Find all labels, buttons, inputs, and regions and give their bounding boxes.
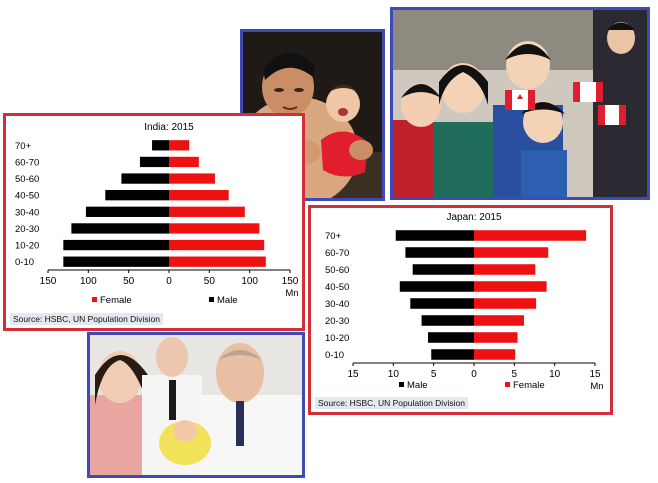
x-tick-label: 150 [40,276,57,287]
bar-female-10-20 [169,239,265,251]
bar-male-40-50 [105,190,169,201]
legend-swatch-male [209,297,214,302]
bar-male-60-70 [139,156,169,168]
category-label: 30-40 [15,207,39,218]
bar-female-70+ [169,140,190,151]
unit-label: Mn [590,381,603,392]
bar-male-50-60 [121,173,169,184]
bar-female-70+ [474,230,587,241]
man-and-woman-with-newborn-photo [90,335,302,475]
chart-title: India: 2015 [144,122,194,133]
category-label: 20-30 [15,224,39,235]
bar-female-60-70 [169,156,199,168]
bar-female-10-20 [474,332,518,343]
x-tick-label: 50 [204,276,216,287]
japan-source-note: Source: HSBC, UN Population Division [315,397,468,409]
chart-title: Japan: 2015 [446,212,501,223]
bar-male-30-40 [410,298,474,309]
unit-label: Mn [285,288,298,299]
india-chart-panel: India: 2015 0-10 10-20 20-30 30-40 40-50 50-60… [3,113,305,331]
legend-swatch-female [92,297,97,302]
x-tick-label: 150 [282,276,299,287]
category-label: 50-60 [15,174,39,185]
bar-female-0-10 [474,349,516,360]
category-label: 20-30 [325,316,349,327]
bar-male-10-20 [63,239,169,251]
bar-male-40-50 [399,281,474,292]
legend-label-female: Female [100,295,132,306]
bar-male-20-30 [421,315,474,326]
category-label: 40-50 [15,191,39,202]
legend-swatch-female [505,382,510,387]
category-label: 70+ [325,231,342,242]
x-tick-label: 5 [512,369,518,380]
category-label: 60-70 [15,157,39,168]
children-with-canadian-flags-photo [393,10,647,197]
legend-swatch-male [399,382,404,387]
bar-male-20-30 [71,223,169,234]
bar-male-70+ [395,230,474,241]
x-tick-label: 100 [241,276,258,287]
bar-female-20-30 [474,315,525,326]
x-tick-label: 0 [166,276,172,287]
bar-male-60-70 [405,247,474,258]
x-tick-label: 10 [549,369,561,380]
category-label: 10-20 [325,333,349,344]
bar-female-30-40 [474,298,537,309]
x-tick-label: 100 [80,276,97,287]
x-tick-label: 10 [388,369,400,380]
category-label: 10-20 [15,241,39,252]
x-tick-label: 0 [471,369,477,380]
x-tick-label: 50 [123,276,135,287]
kids-photo [390,7,650,200]
bar-male-10-20 [428,332,474,343]
category-label: 0-10 [15,257,34,268]
category-label: 40-50 [325,282,349,293]
category-label: 70+ [15,141,32,152]
japan-population-pyramid: Japan: 2015 0-10 10-20 20-30 30-40 40-50 50-60… [325,212,604,392]
india-source-note: Source: HSBC, UN Population Division [10,313,163,325]
bar-male-0-10 [431,349,474,360]
japan-chart-panel: Japan: 2015 0-10 10-20 20-30 30-40 40-50 50-60… [308,205,613,415]
category-label: 50-60 [325,265,349,276]
india-population-pyramid: India: 2015 0-10 10-20 20-30 30-40 40-50 50-60… [15,122,299,306]
bar-female-0-10 [169,256,266,267]
bar-male-0-10 [63,256,169,267]
x-tick-label: 5 [431,369,437,380]
category-label: 30-40 [325,299,349,310]
bar-male-70+ [152,140,169,151]
bar-male-30-40 [85,206,169,217]
bar-female-60-70 [474,247,549,258]
bar-female-50-60 [474,264,536,275]
legend-label-male: Male [217,295,238,306]
newborn-photo [87,332,305,478]
bar-female-50-60 [169,173,215,184]
x-tick-label: 15 [347,369,359,380]
bar-female-30-40 [169,206,245,217]
bar-male-50-60 [412,264,474,275]
bar-female-40-50 [474,281,547,292]
legend-label-female: Female [513,380,545,391]
x-tick-label: 15 [589,369,601,380]
bar-female-20-30 [169,223,260,234]
category-label: 60-70 [325,248,349,259]
category-label: 0-10 [325,350,344,361]
bar-female-40-50 [169,190,229,201]
legend-label-male: Male [407,380,428,391]
